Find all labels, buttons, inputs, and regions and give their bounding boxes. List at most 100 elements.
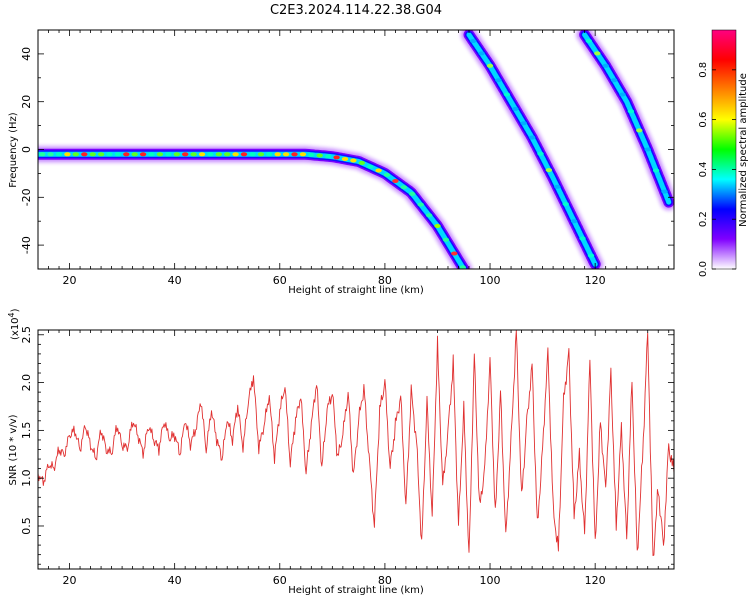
spectrogram-y-ticks: -40 -20 0 20 40 — [20, 29, 674, 270]
colorbar-gradient — [712, 30, 736, 269]
multiplier-close: ) — [10, 308, 21, 312]
spectrogram-ridge-cell — [123, 152, 130, 157]
spectrogram-ridge-cell — [39, 152, 46, 157]
spectrogram-ridge-cell — [627, 109, 635, 114]
spectrogram-x-ticks: 20 40 60 80 100 120 — [37, 30, 670, 287]
snr-y-tick-label: 2.5 — [20, 326, 33, 344]
spectrogram-ridge-cell — [232, 152, 239, 157]
spectrogram-ridge-cell — [409, 191, 416, 196]
spectrogram-ridge-cell — [341, 157, 349, 161]
spectrogram-ridge-cell — [562, 202, 569, 206]
spectrogram-ridge-cell — [537, 151, 544, 156]
spectrogram-ridge-cell — [400, 185, 407, 190]
spectrogram-ridge-cell — [375, 168, 382, 173]
snr-y-label: SNR (10 * v/v) — [8, 414, 19, 485]
snr-x-tick-label: 100 — [480, 574, 501, 587]
spectrogram-ridge-cell — [545, 168, 553, 173]
spectrogram-ridge-cell — [587, 253, 595, 258]
spectrogram-ridge-cell — [224, 152, 231, 157]
colorbar-frame — [711, 29, 737, 270]
spectrogram-trace-band — [582, 32, 672, 205]
svg-text:(x104): (x104) — [7, 308, 21, 340]
spectrogram-ridge-cell — [89, 152, 96, 157]
colorbar-ticks: 0.0 0.2 0.4 0.6 0.8 — [698, 62, 736, 277]
spectrogram-ridge-cell — [594, 51, 601, 56]
spectrogram-ridge-cell — [644, 147, 651, 152]
spectrogram-ridge-cell — [81, 152, 88, 157]
spectrogram-ridge-cell — [661, 189, 668, 194]
spectrogram-ridge-cell — [240, 152, 248, 157]
spectrogram-ridge-cell — [512, 106, 519, 111]
spectrogram-x-tick-label: 120 — [585, 274, 606, 287]
snr-x-tick-label: 120 — [585, 574, 606, 587]
spectrogram-ridge-cell — [299, 152, 307, 157]
colorbar: 0.0 0.2 0.4 0.6 0.8 Normalized spectral ampl… — [698, 29, 749, 277]
spectrogram-x-tick-label: 20 — [63, 274, 77, 287]
spectrogram-ridge-cell — [274, 152, 281, 157]
spectrogram-ridge-cell — [619, 92, 626, 97]
snr-x-tick-label: 60 — [273, 574, 287, 587]
spectrogram-ridge-cell — [486, 63, 494, 68]
spectrogram-ridge-cell — [291, 152, 298, 157]
spectrogram-ridge-cell — [308, 152, 315, 157]
colorbar-tick-label: 0.0 — [698, 261, 709, 277]
spectrogram-ridge-cell — [417, 202, 424, 207]
spectrogram-ridge-cell — [367, 164, 374, 169]
snr-y-tick-label: 1.5 — [20, 422, 33, 440]
snr-series-line — [38, 330, 674, 557]
spectrogram-ridge-cell — [570, 219, 578, 224]
spectrogram-ridge-cell — [470, 39, 477, 43]
spectrogram-x-tick-label: 60 — [273, 274, 287, 287]
snr-y-multiplier: (x104) — [7, 308, 21, 340]
spectrogram-y-tick-label: 40 — [20, 47, 33, 61]
spectrogram-ridge-cell — [495, 78, 502, 83]
snr-x-tick-label: 40 — [168, 574, 182, 587]
snr-x-tick-label: 80 — [378, 574, 392, 587]
spectrogram-x-tick-label: 100 — [480, 274, 501, 287]
spectrogram-ridge-cell — [97, 152, 105, 157]
snr-x-label: Height of straight line (km) — [288, 585, 424, 596]
spectrogram-ridge-cell — [131, 152, 138, 157]
spectrogram-ridge-cell — [610, 78, 618, 83]
spectrogram-panel: 20 40 60 80 100 120 -40 -20 0 20 40 Height of str… — [8, 29, 675, 296]
spectrogram-y-tick-label: 20 — [20, 95, 33, 109]
snr-y-tick-label: 1.0 — [20, 469, 33, 487]
spectrogram-ridge-cell — [282, 152, 290, 157]
spectrogram-x-label: Height of straight line (km) — [288, 285, 424, 296]
spectrogram-ridge-cell — [358, 160, 365, 165]
spectrogram-traces — [38, 30, 674, 269]
snr-panel: 20 40 60 80 100 120 0.5 1.0 1.5 2.0 2.5 Height of… — [7, 308, 675, 596]
spectrogram-ridge-cell — [503, 92, 511, 97]
spectrogram-ridge-cell — [528, 135, 536, 140]
spectrogram-ridge-cell — [257, 152, 265, 157]
spectrogram-ridge-cell — [64, 152, 71, 157]
snr-x-ticks: 20 40 60 80 100 120 — [37, 330, 670, 587]
spectrogram-ridge-cell — [636, 128, 643, 133]
colorbar-label: Normalized spectral amplitude — [738, 73, 749, 227]
spectrogram-ridge-cell — [198, 152, 206, 157]
spectrogram-ridge-cell — [148, 152, 155, 157]
spectrogram-ridge-cell — [324, 154, 332, 159]
spectrogram-ridge-cell — [139, 152, 147, 157]
spectrogram-ridge-cell — [114, 152, 122, 157]
spectrogram-ridge-cell — [652, 168, 660, 173]
spectrogram-ridge-cell — [72, 152, 80, 157]
spectrogram-ridge-cell — [434, 224, 441, 228]
spectrogram-ridge-cell — [190, 152, 197, 157]
spectrogram-ridge-cell — [207, 152, 214, 157]
figure-title: C2E3.2024.114.22.38.G04 — [270, 3, 442, 18]
multiplier-exp: 4 — [7, 312, 16, 317]
spectrogram-ridge-cell — [350, 158, 357, 163]
multiplier-base: (x10 — [10, 317, 21, 340]
spectrogram-ridge-cell — [478, 51, 485, 56]
spectrogram-ridge-cell — [442, 237, 450, 242]
spectrogram-y-tick-label: -20 — [20, 188, 33, 206]
spectrogram-ridge-cell — [579, 236, 586, 241]
spectrogram-ridge-cell — [215, 152, 222, 157]
spectrogram-ridge-cell — [106, 152, 113, 157]
colorbar-tick-label: 0.4 — [698, 161, 709, 177]
spectrogram-ridge-cell — [585, 39, 592, 43]
spectrogram-ridge-cell — [165, 152, 172, 157]
spectrogram-ridge-cell — [173, 152, 180, 157]
